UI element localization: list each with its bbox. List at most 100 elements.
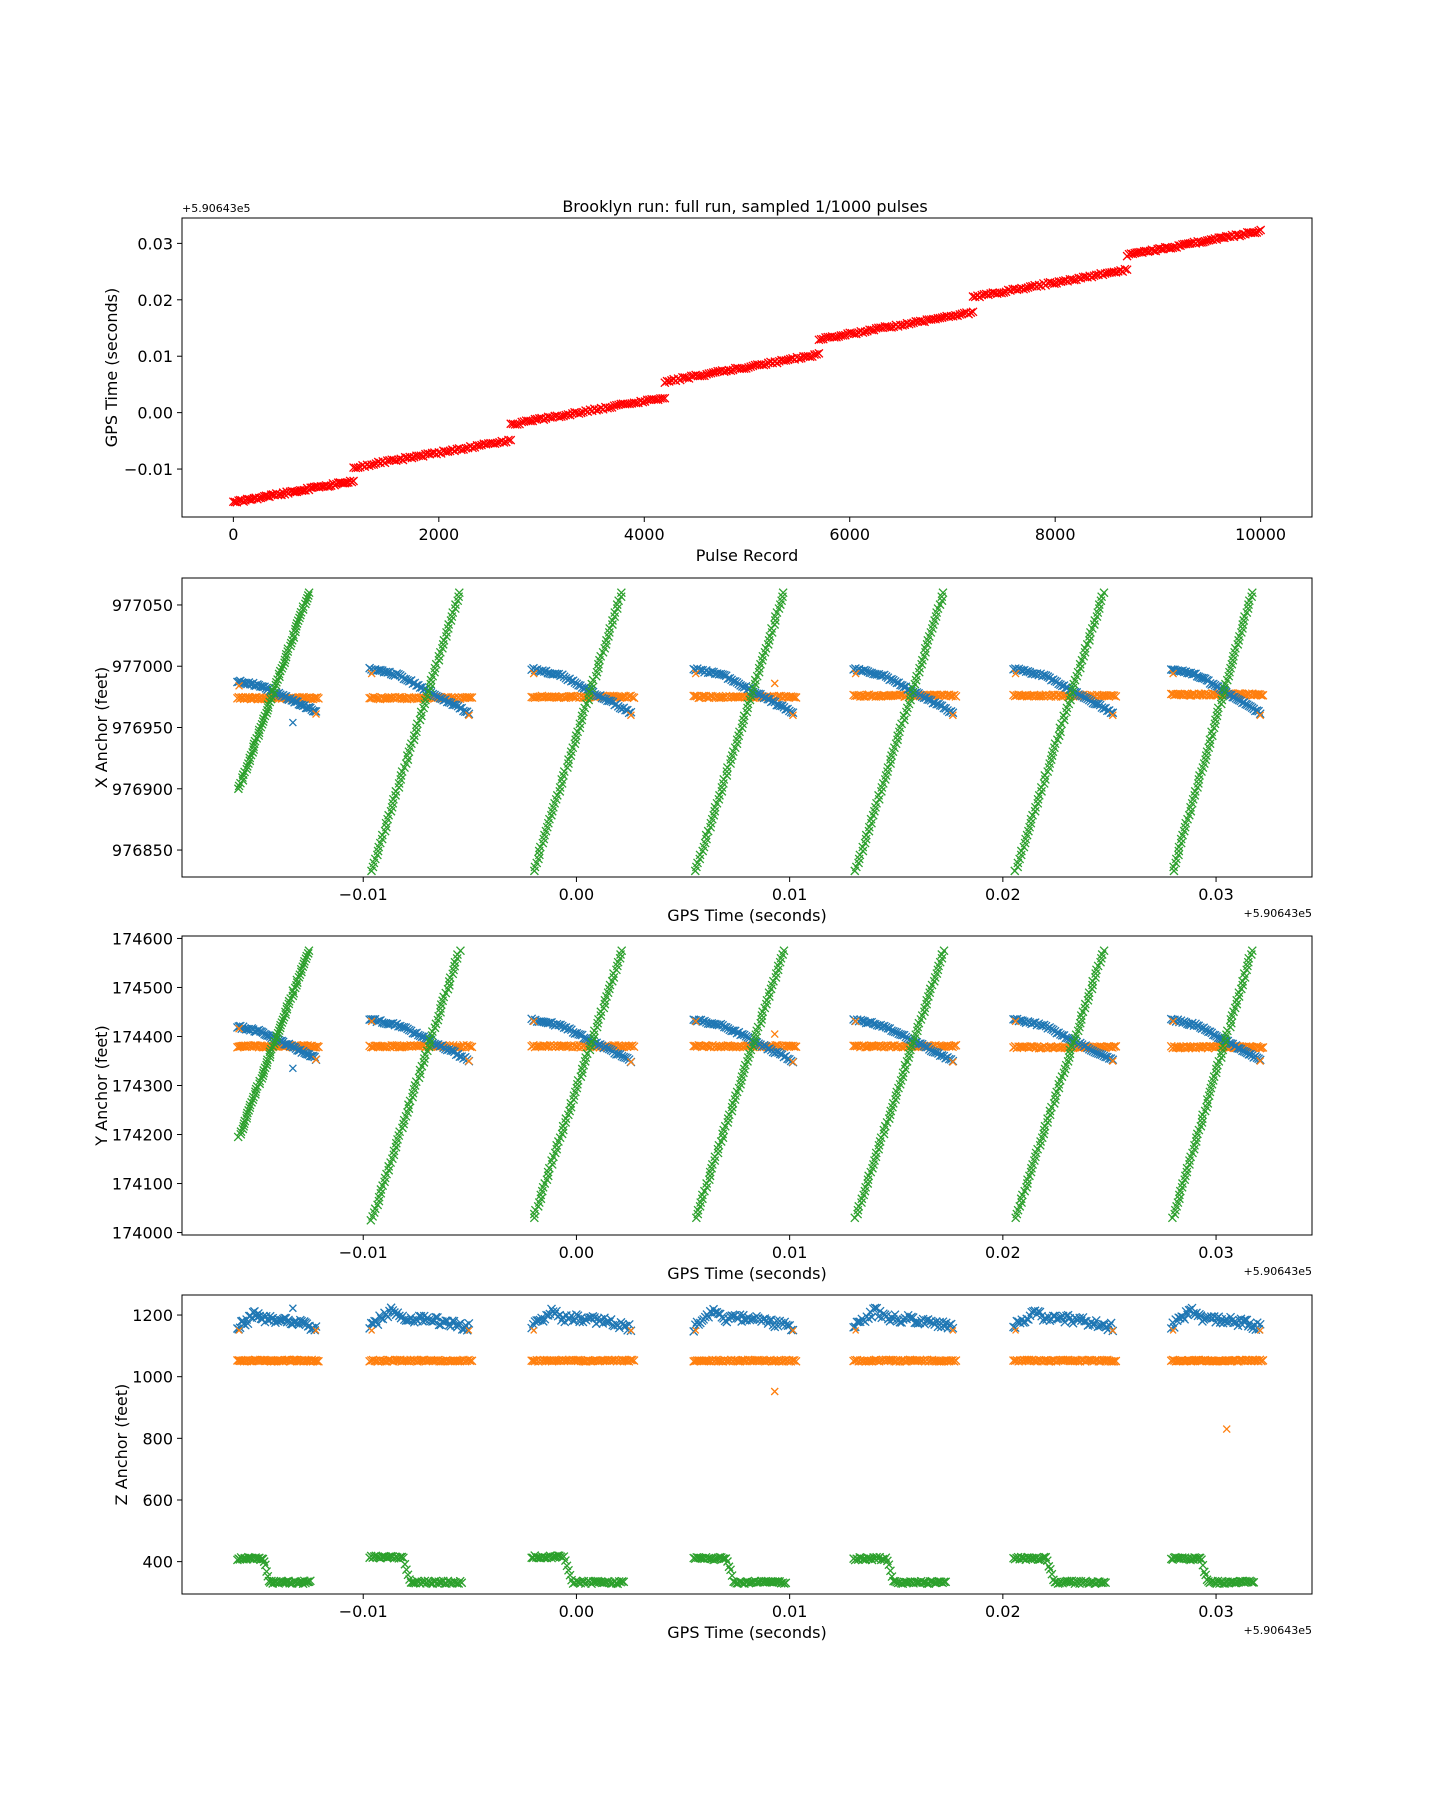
- green-point: [885, 1566, 895, 1576]
- orange-point: [1024, 691, 1034, 701]
- green-point: [564, 759, 573, 769]
- data-point: [323, 482, 333, 492]
- green-point: [237, 773, 247, 783]
- green-point: [593, 663, 603, 673]
- data-point: [539, 415, 549, 425]
- blue-point: [464, 709, 474, 719]
- green-point: [706, 822, 715, 832]
- green-point: [912, 671, 922, 681]
- green-point: [254, 728, 264, 738]
- green-point: [245, 756, 255, 766]
- y-tick-label: 174500: [112, 978, 173, 997]
- blue-point: [310, 706, 320, 716]
- x-tick-label: 0.00: [559, 1243, 595, 1262]
- y-tick-label: −0.01: [124, 460, 173, 479]
- x-tick-label: 0.01: [772, 1243, 808, 1262]
- green-point: [1186, 806, 1196, 816]
- orange-point: [1256, 690, 1266, 700]
- blue-point: [1187, 669, 1197, 679]
- outlier-point: [1222, 1425, 1231, 1434]
- green-point: [735, 727, 744, 737]
- orange-point: [716, 692, 726, 702]
- x-tick-label: 0.03: [1198, 885, 1234, 904]
- orange-point: [371, 693, 381, 703]
- green-point: [855, 850, 865, 860]
- orange-point: [624, 691, 634, 701]
- z-anchor-x-axis-label: GPS Time (seconds): [667, 1623, 826, 1642]
- green-point: [584, 695, 594, 705]
- outlier-point: [770, 1030, 779, 1038]
- green-point: [1080, 647, 1090, 657]
- gps-time-axes-frame: [181, 217, 1313, 518]
- green-point: [287, 635, 297, 645]
- green-point: [1176, 838, 1186, 848]
- gps-time-offset-label: +5.90643e5: [182, 202, 250, 215]
- y-tick-label: 976850: [112, 841, 173, 860]
- data-point: [369, 460, 379, 470]
- green-point: [277, 663, 287, 673]
- data-point: [860, 327, 870, 337]
- orange-point: [948, 1058, 957, 1066]
- green-point: [434, 655, 444, 665]
- data-point: [492, 438, 502, 448]
- data-point: [266, 490, 276, 500]
- green-point: [1013, 862, 1023, 872]
- green-point: [754, 667, 764, 677]
- green-point: [587, 683, 597, 693]
- green-point: [295, 613, 304, 623]
- green-point: [921, 647, 930, 657]
- orange-point: [789, 711, 797, 720]
- green-point: [1059, 711, 1069, 721]
- data-point: [499, 437, 509, 447]
- green-point: [431, 659, 441, 669]
- data-point: [340, 478, 350, 488]
- orange-point: [948, 711, 957, 720]
- outlier-point: [770, 679, 779, 688]
- y-tick-label: 174200: [112, 1126, 173, 1145]
- green-point: [291, 621, 301, 631]
- x-tick-label: 0.02: [985, 1602, 1021, 1621]
- green-point: [1244, 596, 1254, 606]
- green-point: [1033, 798, 1043, 808]
- green-point: [439, 635, 449, 645]
- green-point: [1084, 635, 1094, 645]
- y-tick-label: 0.00: [137, 404, 173, 423]
- orange-point: [615, 693, 625, 702]
- green-point: [377, 830, 387, 840]
- green-point: [1190, 790, 1200, 800]
- blue-point: [910, 688, 920, 698]
- green-point: [872, 798, 881, 808]
- green-point: [293, 616, 303, 626]
- y-tick-label: 174000: [112, 1224, 173, 1243]
- green-point: [1066, 695, 1075, 705]
- y-tick-label: 0.03: [137, 234, 173, 253]
- blue-point: [301, 703, 311, 713]
- green-point: [555, 786, 565, 796]
- blue-point: [386, 1303, 396, 1313]
- x-tick-label: 0.00: [559, 1602, 595, 1621]
- x-tick-label: 2000: [418, 525, 459, 544]
- green-point: [234, 781, 244, 791]
- orange-point: [629, 693, 639, 703]
- x-anchor-axes-frame: [181, 577, 1313, 878]
- green-point: [614, 596, 624, 606]
- green-point: [1094, 604, 1104, 614]
- blue-point: [1108, 708, 1118, 718]
- green-point: [391, 790, 401, 800]
- blue-point: [774, 700, 783, 710]
- x-tick-label: 4000: [624, 525, 665, 544]
- green-point: [750, 679, 760, 689]
- orange-point: [464, 693, 474, 703]
- blue-point: [689, 664, 699, 674]
- green-point: [732, 739, 742, 749]
- blue-point: [1090, 699, 1100, 709]
- green-point: [605, 624, 615, 633]
- green-point: [444, 620, 454, 629]
- orange-point: [627, 1326, 635, 1334]
- green-point: [607, 620, 617, 629]
- green-point: [529, 1213, 539, 1223]
- green-point: [1016, 850, 1026, 860]
- green-point: [233, 784, 243, 794]
- green-point: [275, 666, 285, 676]
- green-point: [249, 742, 258, 752]
